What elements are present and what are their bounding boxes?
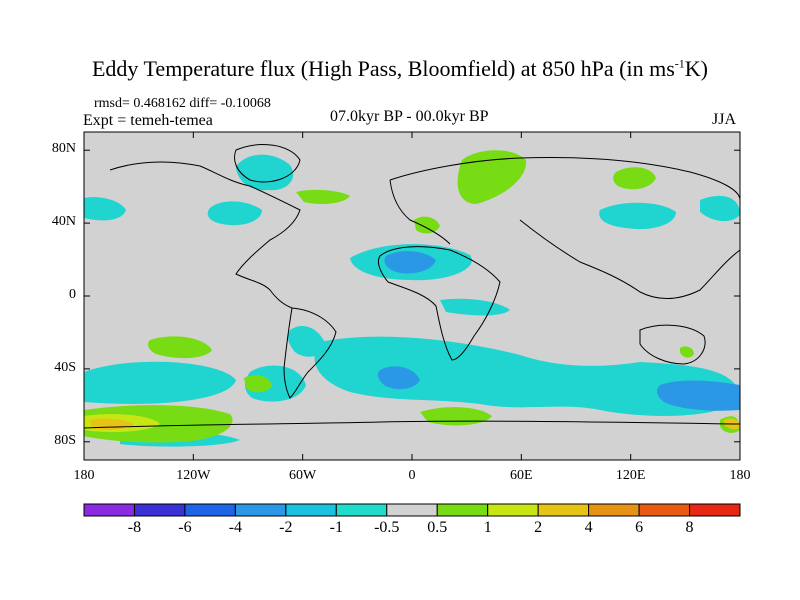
map-title: Eddy Temperature flux (High Pass, Bloomf… bbox=[91, 56, 708, 81]
colorbar bbox=[83, 503, 741, 517]
colorbar-swatch bbox=[689, 503, 741, 517]
anomaly-negative bbox=[700, 195, 740, 222]
colorbar-label: 2 bbox=[534, 519, 543, 536]
anomaly-positive bbox=[244, 375, 272, 393]
anomaly-negative bbox=[656, 380, 740, 411]
anomaly-negative bbox=[314, 336, 740, 416]
anomaly-positive bbox=[420, 407, 492, 426]
colorbar-label: -1 bbox=[329, 519, 343, 536]
period-label: 07.0kyr BP - 00.0kyr BP bbox=[330, 108, 489, 125]
colorbar-label: 4 bbox=[584, 519, 593, 536]
x-axis-label: 0 bbox=[408, 468, 416, 483]
anomaly-negative bbox=[84, 361, 236, 404]
colorbar-label: 0.5 bbox=[427, 519, 448, 536]
x-axis-label: 60W bbox=[289, 468, 317, 483]
colorbar-swatch bbox=[335, 503, 388, 517]
anomaly-positive bbox=[148, 336, 212, 359]
anomaly-negative bbox=[207, 201, 262, 226]
anomaly-positive bbox=[613, 167, 656, 190]
colorbar-swatch bbox=[285, 503, 337, 517]
x-axis-label: 60E bbox=[510, 468, 533, 483]
x-axis-label: 180 bbox=[73, 468, 95, 483]
colorbar-swatch bbox=[638, 503, 691, 517]
colorbar-label: -4 bbox=[228, 519, 243, 536]
y-axis-label: 80S bbox=[54, 432, 76, 448]
x-axis-label: 120W bbox=[176, 468, 211, 483]
colorbar-swatch bbox=[436, 503, 489, 517]
colorbar-swatch bbox=[133, 503, 186, 517]
anomaly-negative bbox=[377, 366, 420, 390]
anomaly-positive bbox=[414, 216, 440, 234]
colorbar-swatch bbox=[386, 503, 438, 517]
y-axis-label: 80N bbox=[51, 141, 76, 157]
anomaly-negative bbox=[245, 365, 306, 402]
colorbar-swatch bbox=[83, 503, 135, 517]
colorbar-label: -0.5 bbox=[374, 519, 400, 536]
anomaly-negative bbox=[236, 154, 294, 191]
colorbar-label: 1 bbox=[483, 519, 492, 536]
stats-label: rmsd= 0.468162 diff= -0.10068 bbox=[94, 96, 271, 111]
colorbar-label: -6 bbox=[178, 519, 192, 536]
anomaly-negative bbox=[599, 202, 676, 230]
colorbar-swatch bbox=[184, 503, 236, 517]
colorbar-label: -8 bbox=[127, 519, 142, 536]
anomaly-positive bbox=[296, 189, 350, 204]
x-axis-label: 120E bbox=[615, 468, 646, 483]
colorbar-swatch bbox=[234, 503, 287, 517]
anomaly-negative bbox=[84, 197, 126, 221]
anomaly-positive bbox=[680, 346, 694, 358]
y-axis-label: 0 bbox=[69, 287, 76, 302]
colorbar-swatch bbox=[588, 503, 640, 517]
season-label: JJA bbox=[712, 111, 737, 128]
colorbar-swatch bbox=[487, 503, 539, 517]
axis-ticks bbox=[83, 132, 741, 460]
y-axis-label: 40N bbox=[51, 214, 76, 230]
experiment-label: Expt = temeh-temea bbox=[83, 112, 213, 129]
anomaly-field bbox=[84, 144, 740, 447]
anomaly-negative bbox=[384, 251, 436, 274]
colorbar-label: -2 bbox=[279, 519, 293, 536]
y-axis-label: 40S bbox=[54, 359, 76, 375]
colorbar-swatch bbox=[537, 503, 590, 517]
anomaly-positive bbox=[457, 150, 527, 204]
colorbar-label: 8 bbox=[685, 519, 694, 536]
colorbar-label: 6 bbox=[635, 519, 644, 536]
anomaly-negative bbox=[440, 298, 510, 316]
x-axis-label: 180 bbox=[729, 468, 751, 483]
coastlines bbox=[84, 144, 740, 429]
